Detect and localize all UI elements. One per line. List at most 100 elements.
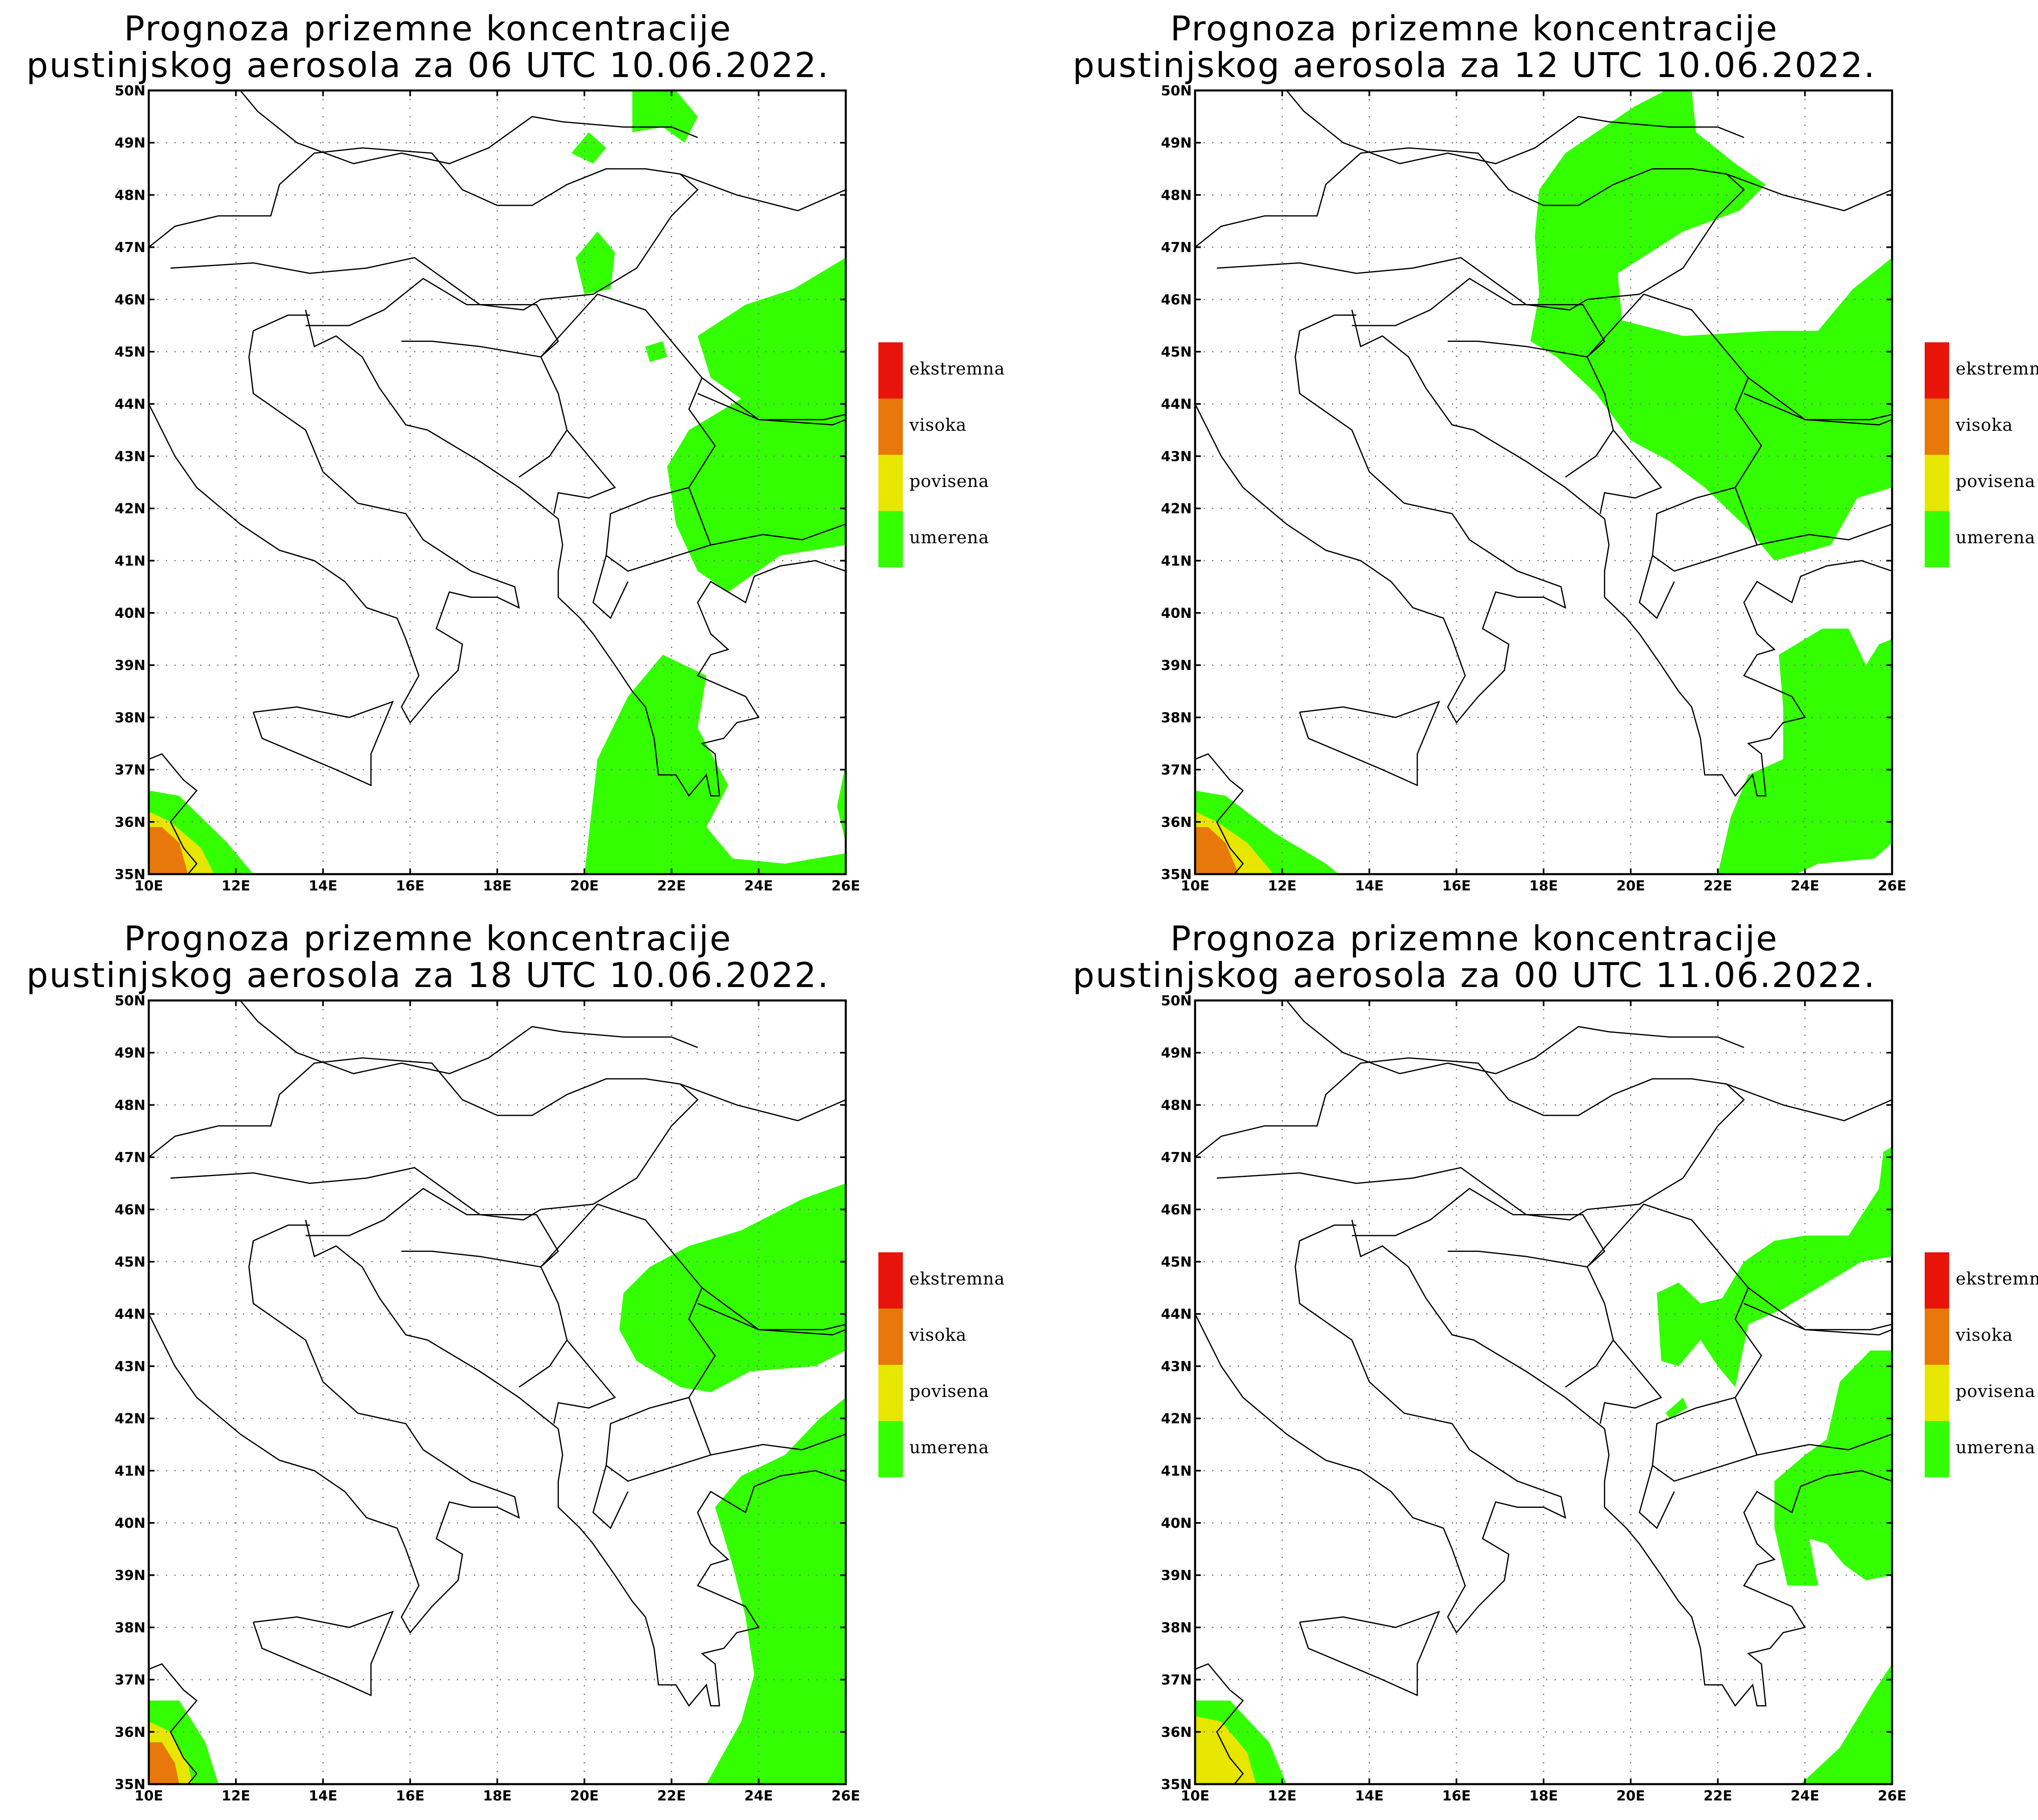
border-line	[1351, 1220, 1892, 1707]
border-line	[592, 1465, 629, 1529]
lat-tick-label: 48N	[1161, 187, 1192, 203]
lat-tick-label: 38N	[115, 709, 146, 726]
lat-tick-label: 44N	[1161, 396, 1192, 412]
border-line	[305, 1188, 568, 1388]
border-line	[1652, 487, 1892, 572]
lon-tick-label: 26E	[832, 878, 860, 894]
lon-tick-label: 12E	[1268, 1788, 1297, 1804]
border-line	[253, 701, 394, 787]
legend-label-povisena: povisena	[909, 1381, 989, 1401]
lat-tick-label: 36N	[1161, 1724, 1192, 1741]
lat-tick-label: 49N	[115, 135, 146, 151]
lon-tick-label: 18E	[1529, 1788, 1558, 1804]
legend-swatch-visoka	[1925, 399, 1949, 455]
aerosol-area	[584, 654, 846, 874]
lat-tick-label: 50N	[1161, 83, 1192, 99]
legend-label-visoka: visoka	[909, 1325, 967, 1345]
lat-tick-label: 42N	[1161, 501, 1192, 517]
lat-tick-label: 35N	[1161, 1776, 1192, 1793]
legend-swatch-visoka	[1925, 1309, 1949, 1365]
lon-tick-label: 22E	[1703, 878, 1732, 894]
border-line	[240, 1000, 698, 1075]
lon-tick-label: 26E	[832, 1788, 860, 1804]
lon-tick-label: 14E	[1355, 1788, 1384, 1804]
legend-swatch-umerena	[1925, 1421, 1949, 1477]
lat-tick-label: 47N	[115, 1150, 146, 1166]
legend-label-visoka: visoka	[1956, 415, 2013, 435]
aerosol-area	[1665, 1397, 1687, 1419]
lon-tick-label: 16E	[1442, 878, 1471, 894]
border-line	[553, 1340, 616, 1424]
border-line	[148, 314, 520, 724]
lon-tick-label: 24E	[1791, 1788, 1820, 1804]
border-line	[401, 340, 541, 358]
border-line	[305, 1220, 846, 1707]
border-line	[553, 430, 616, 514]
map-canvas: 10E 12E 14E 16E 18E 20E 22E 24E 26E 35N 36N 37N 38N 3…	[1161, 83, 1907, 894]
border-line	[1194, 314, 1566, 724]
lat-tick-label: 46N	[115, 1202, 146, 1218]
border-line	[540, 293, 716, 545]
legend-swatch-povisena	[1925, 1365, 1949, 1421]
lon-tick-label: 22E	[1703, 1788, 1732, 1804]
aerosol-area	[645, 341, 667, 362]
border-line	[1748, 377, 1892, 421]
lat-tick-label: 50N	[115, 83, 146, 99]
lat-tick-label: 36N	[115, 1724, 146, 1741]
border-line	[1639, 1465, 1675, 1529]
border-line	[240, 90, 698, 165]
lat-tick-label: 45N	[115, 1254, 146, 1270]
lat-tick-label: 37N	[1161, 762, 1192, 778]
border-line	[1299, 701, 1440, 787]
lon-tick-label: 18E	[1529, 878, 1558, 894]
map-title: Prognoza prizemne koncentracije	[124, 9, 732, 48]
map-panel-0600: Prognoza prizemne koncentracije pustinjs…	[0, 0, 1043, 910]
lat-tick-label: 48N	[1161, 1097, 1192, 1113]
lon-tick-label: 24E	[744, 878, 773, 894]
lat-tick-label: 35N	[1161, 866, 1192, 883]
border-line	[1194, 1224, 1566, 1634]
lat-tick-label: 38N	[1161, 1619, 1192, 1636]
border-line	[592, 555, 629, 619]
legend-swatch-ekstremna	[1925, 1252, 1949, 1309]
border-line	[253, 1611, 394, 1697]
border-line	[697, 393, 846, 426]
lat-tick-label: 35N	[115, 866, 146, 883]
lon-tick-label: 10E	[1181, 1788, 1210, 1804]
border-line	[1447, 340, 1588, 358]
border-line	[148, 753, 198, 875]
border-line	[1726, 1083, 1892, 1122]
map-subtitle: pustinjskog aerosola za 12 UTC 10.06.202…	[1072, 45, 1876, 85]
legend-label-povisena: povisena	[1956, 1381, 2036, 1401]
lat-tick-label: 39N	[1161, 657, 1192, 674]
aerosol-area	[1195, 827, 1239, 874]
legend-swatch-umerena	[878, 511, 903, 567]
map-title: Prognoza prizemne koncentracije	[124, 919, 732, 958]
border-line	[1286, 90, 1745, 165]
lon-tick-label: 16E	[396, 1788, 425, 1804]
lon-tick-label: 20E	[570, 878, 599, 894]
border-line	[305, 278, 568, 478]
lat-tick-label: 50N	[115, 993, 146, 1009]
lon-tick-label: 22E	[657, 878, 686, 894]
lon-tick-label: 26E	[1878, 878, 1907, 894]
border-line	[1195, 1663, 1244, 1785]
lat-tick-label: 47N	[1161, 240, 1192, 256]
border-line	[1744, 1303, 1892, 1336]
lat-tick-label: 41N	[115, 1463, 146, 1479]
map-canvas: 10E 12E 14E 16E 18E 20E 22E 24E 26E 35N 36N 37N 38N 3…	[1161, 993, 1906, 1804]
lon-tick-label: 14E	[309, 878, 337, 894]
border-line	[1744, 393, 1892, 426]
map-title: Prognoza prizemne koncentracije	[1170, 919, 1778, 958]
lat-tick-label: 46N	[1161, 292, 1192, 308]
border-line	[148, 1663, 198, 1785]
lat-tick-label: 40N	[115, 1515, 146, 1531]
legend-label-umerena: umerena	[909, 1437, 989, 1457]
lat-tick-label: 38N	[1161, 709, 1192, 726]
border-line	[1299, 1611, 1440, 1697]
lat-tick-label: 46N	[115, 292, 146, 308]
border-line	[1195, 1057, 1745, 1221]
lon-tick-label: 16E	[396, 878, 425, 894]
lat-tick-label: 35N	[115, 1776, 146, 1793]
lat-tick-label: 37N	[115, 762, 146, 778]
